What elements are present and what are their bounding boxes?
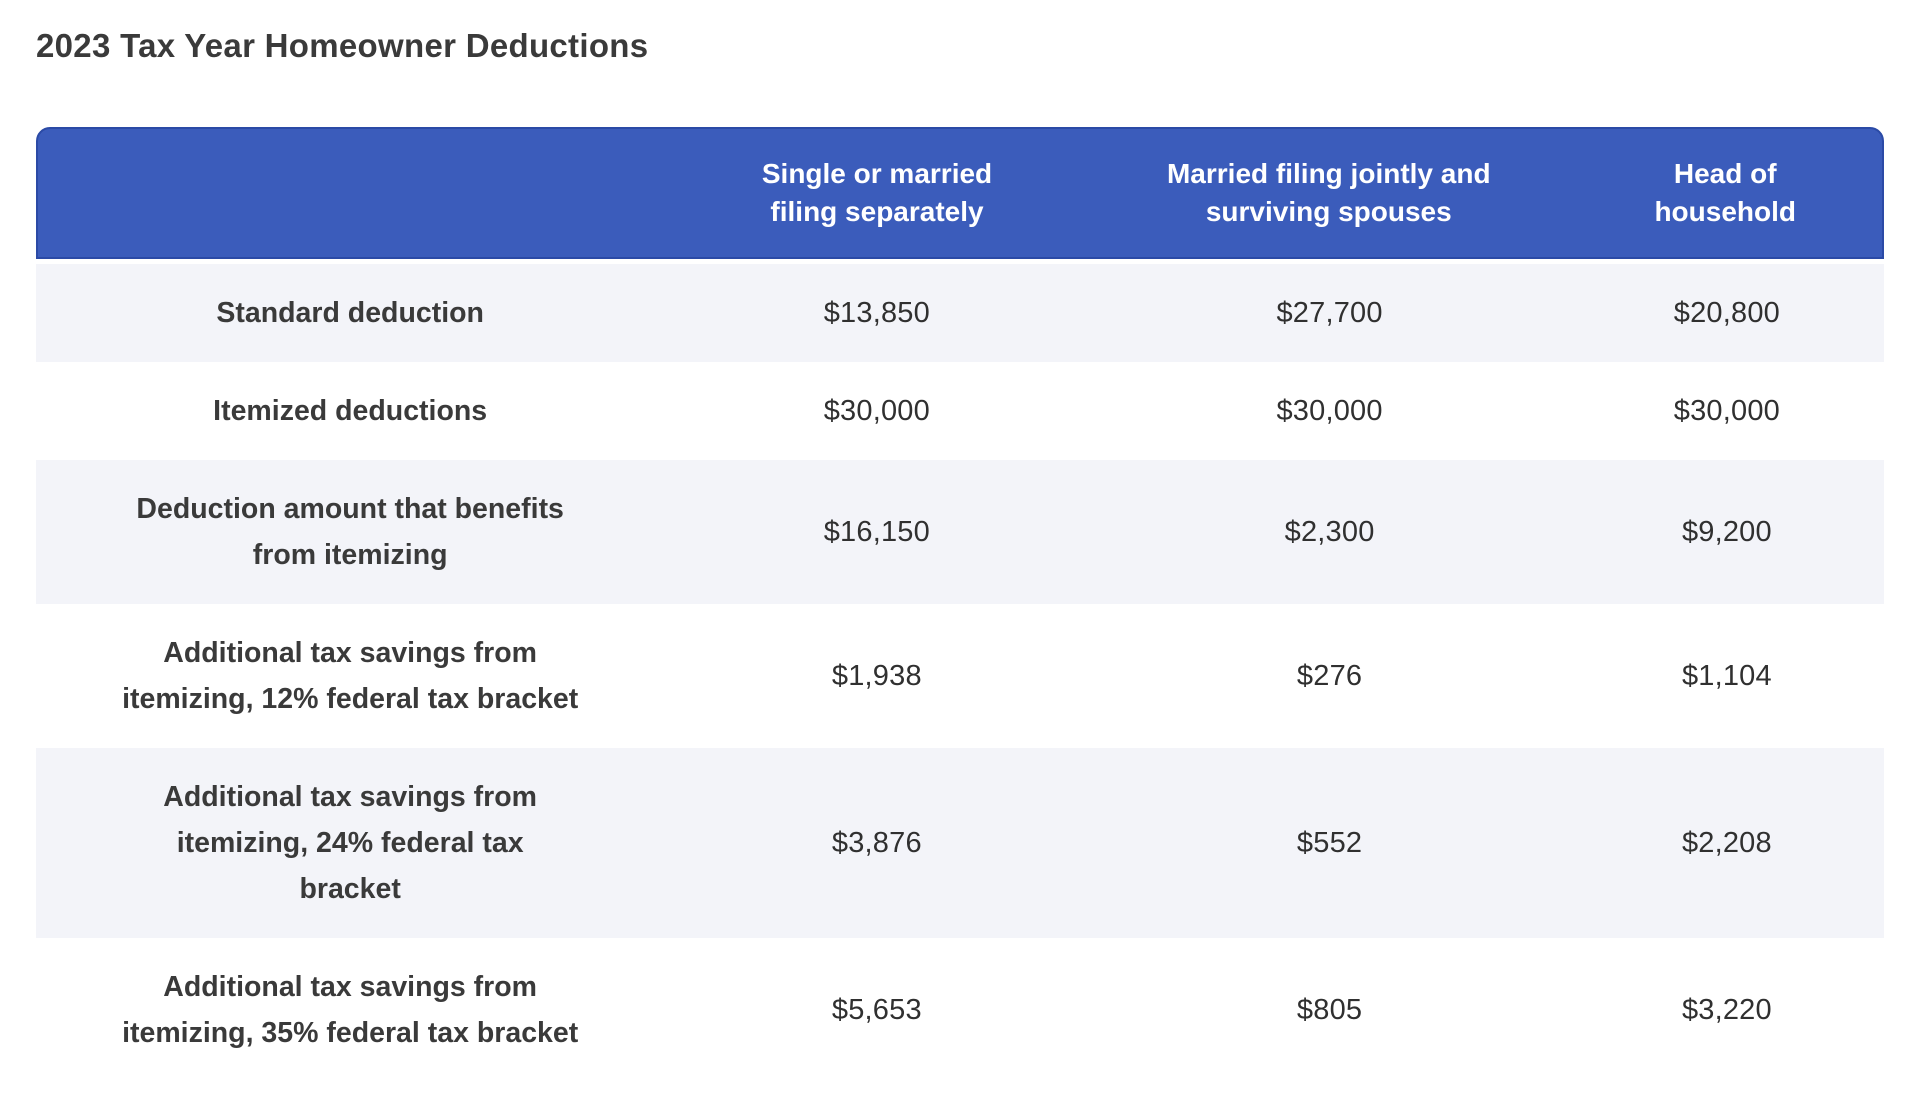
row-value: $3,876 <box>831 827 922 859</box>
header-empty-cell <box>38 129 665 257</box>
header-married-jointly: Married filing jointly and surviving spo… <box>1089 129 1568 257</box>
row-value: $1,104 <box>1681 660 1772 692</box>
row-label: Additional tax savings from itemizing, 2… <box>163 781 538 905</box>
table-row-itemized-deductions: Itemized deductions $30,000 $30,000 $30,… <box>36 362 1884 460</box>
homeowner-deductions-table: Single or married filing separately Marr… <box>36 127 1884 1082</box>
header-single-or-married: Single or married filing separately <box>665 129 1089 257</box>
row-value: $9,200 <box>1681 516 1772 548</box>
row-label: Additional tax savings from itemizing, 3… <box>122 971 579 1049</box>
row-label: Standard deduction <box>216 297 484 329</box>
row-value: $30,000 <box>1673 395 1780 427</box>
row-label: Deduction amount that benefits from item… <box>136 493 564 571</box>
row-value: $276 <box>1296 660 1363 692</box>
row-value: $805 <box>1296 994 1363 1026</box>
row-value: $2,300 <box>1284 516 1375 548</box>
table-header-row: Single or married filing separately Marr… <box>36 127 1884 259</box>
table-row-savings-12-percent: Additional tax savings from itemizing, 1… <box>36 604 1884 748</box>
header-head-of-household: Head of household <box>1569 129 1882 257</box>
table-row-benefit-from-itemizing: Deduction amount that benefits from item… <box>36 460 1884 604</box>
row-value: $3,220 <box>1681 994 1772 1026</box>
row-value: $5,653 <box>831 994 922 1026</box>
table-row-savings-35-percent: Additional tax savings from itemizing, 3… <box>36 938 1884 1082</box>
page-title: 2023 Tax Year Homeowner Deductions <box>36 27 649 64</box>
row-value: $2,208 <box>1681 827 1772 859</box>
row-value: $13,850 <box>823 297 930 329</box>
row-value: $30,000 <box>823 395 930 427</box>
row-value: $27,700 <box>1276 297 1383 329</box>
row-value: $1,938 <box>831 660 922 692</box>
row-value: $30,000 <box>1276 395 1383 427</box>
row-label: Additional tax savings from itemizing, 1… <box>122 637 579 715</box>
table-row-standard-deduction: Standard deduction $13,850 $27,700 $20,8… <box>36 264 1884 362</box>
row-value: $20,800 <box>1673 297 1780 329</box>
header-label: Head of household <box>1654 158 1796 227</box>
header-label: Single or married filing separately <box>761 158 993 227</box>
row-value: $552 <box>1296 827 1363 859</box>
table-row-savings-24-percent: Additional tax savings from itemizing, 2… <box>36 748 1884 938</box>
row-value: $16,150 <box>823 516 930 548</box>
header-label: Married filing jointly and surviving spo… <box>1166 158 1491 227</box>
row-label: Itemized deductions <box>213 395 488 427</box>
